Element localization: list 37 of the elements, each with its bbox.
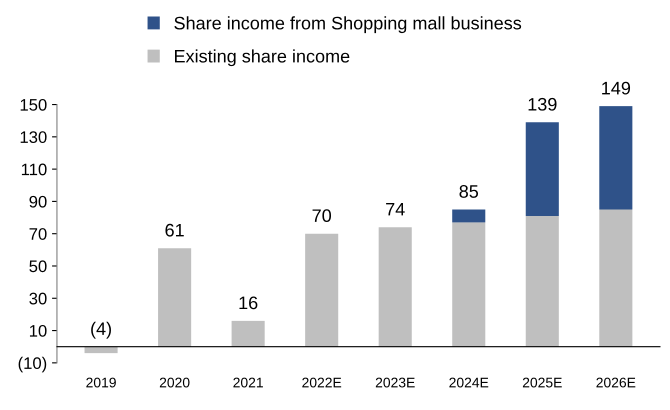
bar xyxy=(378,227,412,347)
y-tick-label: 30 xyxy=(29,292,47,304)
y-tick-label: 150 xyxy=(20,98,47,111)
bar xyxy=(599,209,632,347)
x-tick-label: 2019 xyxy=(86,378,116,388)
y-tick-label: 110 xyxy=(22,164,47,176)
x-tick-label: 2025E xyxy=(522,378,562,388)
total-label: 85 xyxy=(460,185,478,198)
total-label: 16 xyxy=(239,296,258,310)
y-tick-label: 90 xyxy=(29,196,47,208)
x-tick-label: 2026E xyxy=(596,378,636,388)
bar xyxy=(526,216,559,347)
total-label: 70 xyxy=(312,209,332,222)
bar xyxy=(452,209,486,222)
bar xyxy=(452,222,486,347)
legend-label: Share income from Shopping mall business xyxy=(174,16,522,34)
total-label: 74 xyxy=(386,203,405,216)
y-tick-label: 70 xyxy=(30,228,47,240)
x-tick-label: 2023E xyxy=(376,378,415,388)
x-tick-label: 2021 xyxy=(233,378,263,388)
bar xyxy=(526,122,559,216)
legend-label: Existing share income xyxy=(175,49,350,66)
total-label: 139 xyxy=(528,98,556,111)
y-tick-label: 10 xyxy=(30,324,47,337)
bar xyxy=(599,106,632,210)
bar xyxy=(158,248,192,347)
bar xyxy=(232,320,265,347)
bar xyxy=(305,234,338,347)
total-label: 149 xyxy=(602,82,630,95)
y-tick-label: 130 xyxy=(20,131,47,144)
total-label: (4) xyxy=(91,322,111,339)
total-label: 61 xyxy=(165,224,184,237)
x-tick-label: 2020 xyxy=(160,378,190,388)
x-tick-label: 2024E xyxy=(449,378,488,388)
y-tick-label: (10) xyxy=(18,356,46,372)
y-tick-label: 50 xyxy=(29,260,47,272)
x-tick-label: 2022E xyxy=(302,378,342,388)
